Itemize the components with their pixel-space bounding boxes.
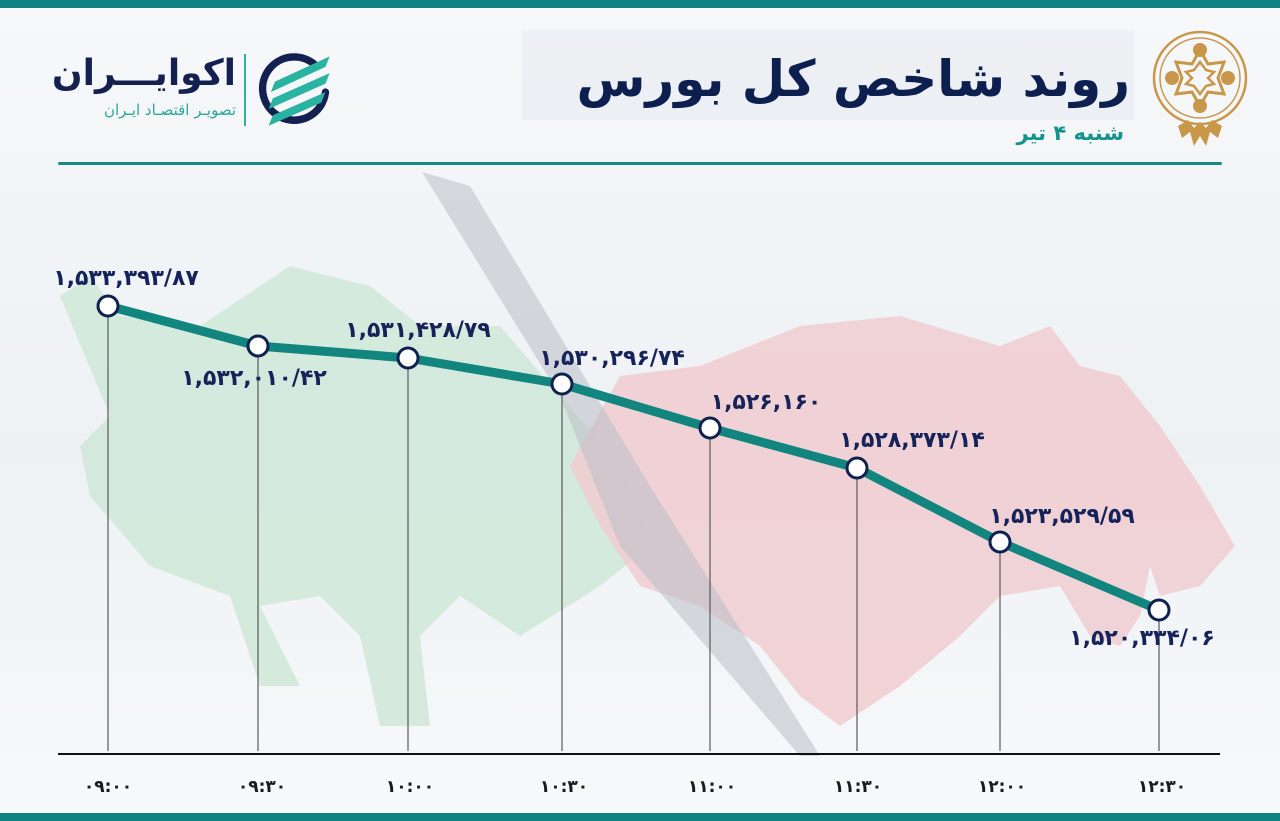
bottom-accent-bar: [0, 813, 1280, 821]
x-tick-1000: ۱۰:۰۰: [385, 777, 435, 797]
value-label-1000: ۱,۵۳۱,۴۲۸/۷۹: [345, 318, 491, 343]
top-accent-bar: [0, 0, 1280, 8]
value-label-1100: ۱,۵۲۶,۱۶۰: [710, 390, 822, 415]
brand-tagline: تصویـر اقتصـاد ایـران: [103, 101, 236, 119]
bull-silhouette: [60, 266, 650, 726]
x-tick-0930: ۰۹:۳۰: [237, 777, 287, 797]
brand-name: اکوایـــران: [51, 53, 236, 94]
value-label-1030: ۱,۵۳۰,۲۹۶/۷۴: [539, 346, 685, 371]
value-label-1200: ۱,۵۲۳,۵۲۹/۵۹: [989, 504, 1135, 529]
x-tick-1230: ۱۲:۳۰: [1137, 777, 1187, 797]
title-panel: [522, 30, 1134, 120]
x-tick-1100: ۱۱:۰۰: [687, 777, 737, 797]
arrow-shadow: [422, 172, 820, 756]
index-line-chart: ۱,۵۳۳,۳۹۳/۸۷ ۱,۵۳۲,۰۱۰/۴۲ ۱,۵۳۱,۴۲۸/۷۹ ۱…: [0, 166, 1280, 814]
value-label-1130: ۱,۵۲۸,۳۷۳/۱۴: [839, 428, 985, 453]
drop-lines: [107, 316, 1160, 751]
x-tick-1030: ۱۰:۳۰: [539, 777, 589, 797]
brand-divider: [244, 54, 246, 126]
data-markers: [96, 294, 1171, 622]
x-tick-1200: ۱۲:۰۰: [977, 777, 1027, 797]
stock-exchange-emblem-icon: [1152, 30, 1248, 146]
x-tick-0900: ۰۹:۰۰: [83, 777, 133, 797]
value-label-0900: ۱,۵۳۳,۳۹۳/۸۷: [53, 266, 199, 291]
value-label-0930: ۱,۵۳۲,۰۱۰/۴۲: [181, 366, 327, 391]
header-divider: [58, 162, 1222, 165]
ecoiran-logo-icon: [258, 53, 330, 126]
date-subtitle: شنبه ۴ تیر: [1016, 121, 1124, 145]
index-series-line: [103, 301, 1164, 615]
chart-canvas: [58, 172, 1235, 756]
value-label-1230: ۱,۵۲۰,۳۳۴/۰۶: [1069, 626, 1215, 651]
x-tick-1130: ۱۱:۳۰: [833, 777, 883, 797]
page-title: روند شاخص کل بورس: [576, 50, 1130, 108]
